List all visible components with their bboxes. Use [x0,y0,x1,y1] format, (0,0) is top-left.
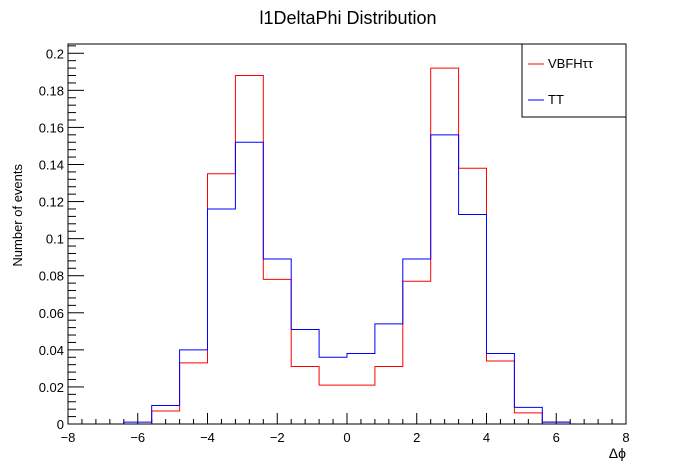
y-tick-label: 0.2 [46,46,64,61]
x-tick-label: −8 [61,430,76,445]
y-tick-label: 0.12 [39,195,64,210]
y-tick-label: 0.06 [39,306,64,321]
legend-label-tt: TT [548,92,564,107]
x-axis-label: Δϕ [609,445,626,461]
y-tick-label: 0.16 [39,120,64,135]
x-tick-label: 6 [553,430,560,445]
x-tick-label: 4 [483,430,490,445]
legend-box [521,43,627,118]
legend: VBFHττ TT [521,43,627,118]
histogram-series [68,67,626,425]
chart-title: l1DeltaPhi Distribution [259,8,436,28]
x-tick-label: −2 [270,430,285,445]
y-tick-label: 0.04 [39,343,64,358]
x-tick-label: −6 [130,430,145,445]
legend-label-vbfh: VBFHττ [548,56,594,71]
axes-and-ticks: −8 −6 −4 −2 0 2 4 6 8 0 0.02 0.04 0.06 0.08 0.1 0.12 0.1… [39,45,630,445]
y-tick-label: 0.02 [39,380,64,395]
y-tick-label: 0 [57,417,64,432]
y-axis-label: Number of events [10,164,25,267]
y-tick-label: 0.14 [39,157,64,172]
x-tick-label: 8 [622,430,629,445]
x-tick-label: −4 [200,430,215,445]
y-tick-label: 0.08 [39,269,64,284]
plot-frame [67,43,627,425]
x-tick-label: 2 [413,430,420,445]
y-tick-label: 0.1 [46,232,64,247]
x-tick-label: 0 [343,430,350,445]
y-tick-label: 0.18 [39,83,64,98]
histogram-series-tt [68,134,626,425]
